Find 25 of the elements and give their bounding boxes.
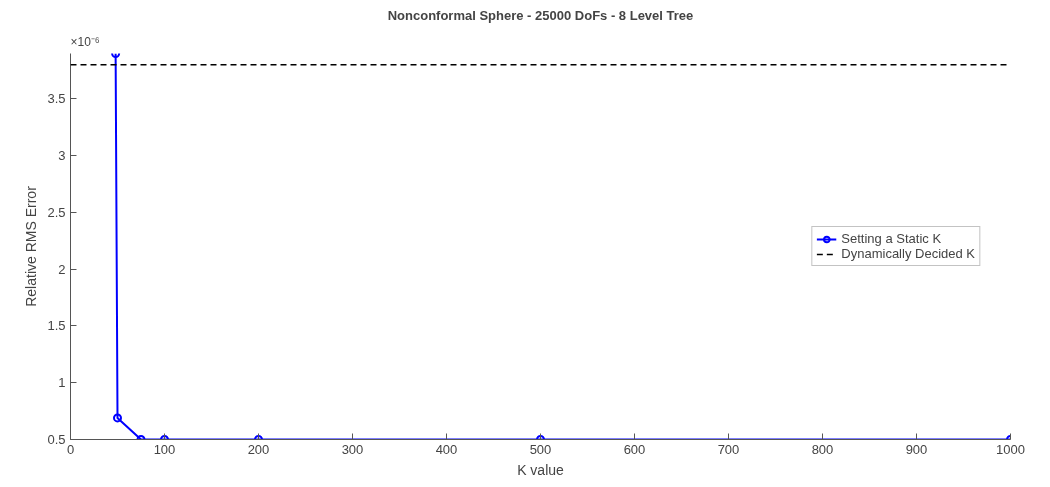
x-tick-label: 400 [435, 441, 458, 457]
x-tick-label: 800 [811, 441, 834, 457]
x-tick-label: 1000 [996, 441, 1025, 457]
x-axis-title: K value [517, 461, 565, 478]
chart-title: Nonconformal Sphere - 25000 DoFs - 8 Level Tree [387, 7, 694, 23]
y-tick-label: 2.5 [47, 204, 66, 220]
y-tick-label: 3.5 [47, 91, 66, 107]
legend-label: Dynamically Decided K [841, 246, 975, 261]
legend-label: Setting a Static K [841, 231, 942, 246]
y-tick-label: 0.5 [47, 432, 66, 447]
y-tick-label: 3 [58, 148, 66, 164]
x-tick-label: 100 [153, 441, 176, 457]
y-tick-label: 2 [58, 261, 66, 277]
x-tick-label: 700 [717, 441, 740, 457]
y-axis-title: Relative RMS Error [23, 185, 40, 307]
x-tick-label: 500 [529, 441, 552, 457]
x-tick-label: 200 [247, 441, 270, 457]
x-tick-label: 900 [905, 441, 928, 457]
point [113, 413, 122, 423]
x-tick-label: 600 [623, 441, 646, 457]
y-tick-label: 1 [58, 375, 66, 391]
x-tick-label: 300 [341, 441, 364, 457]
text: ×10⁻⁶ [70, 34, 100, 49]
x-tick-label: 0 [66, 441, 75, 457]
y-tick-label: 1.5 [47, 318, 66, 334]
